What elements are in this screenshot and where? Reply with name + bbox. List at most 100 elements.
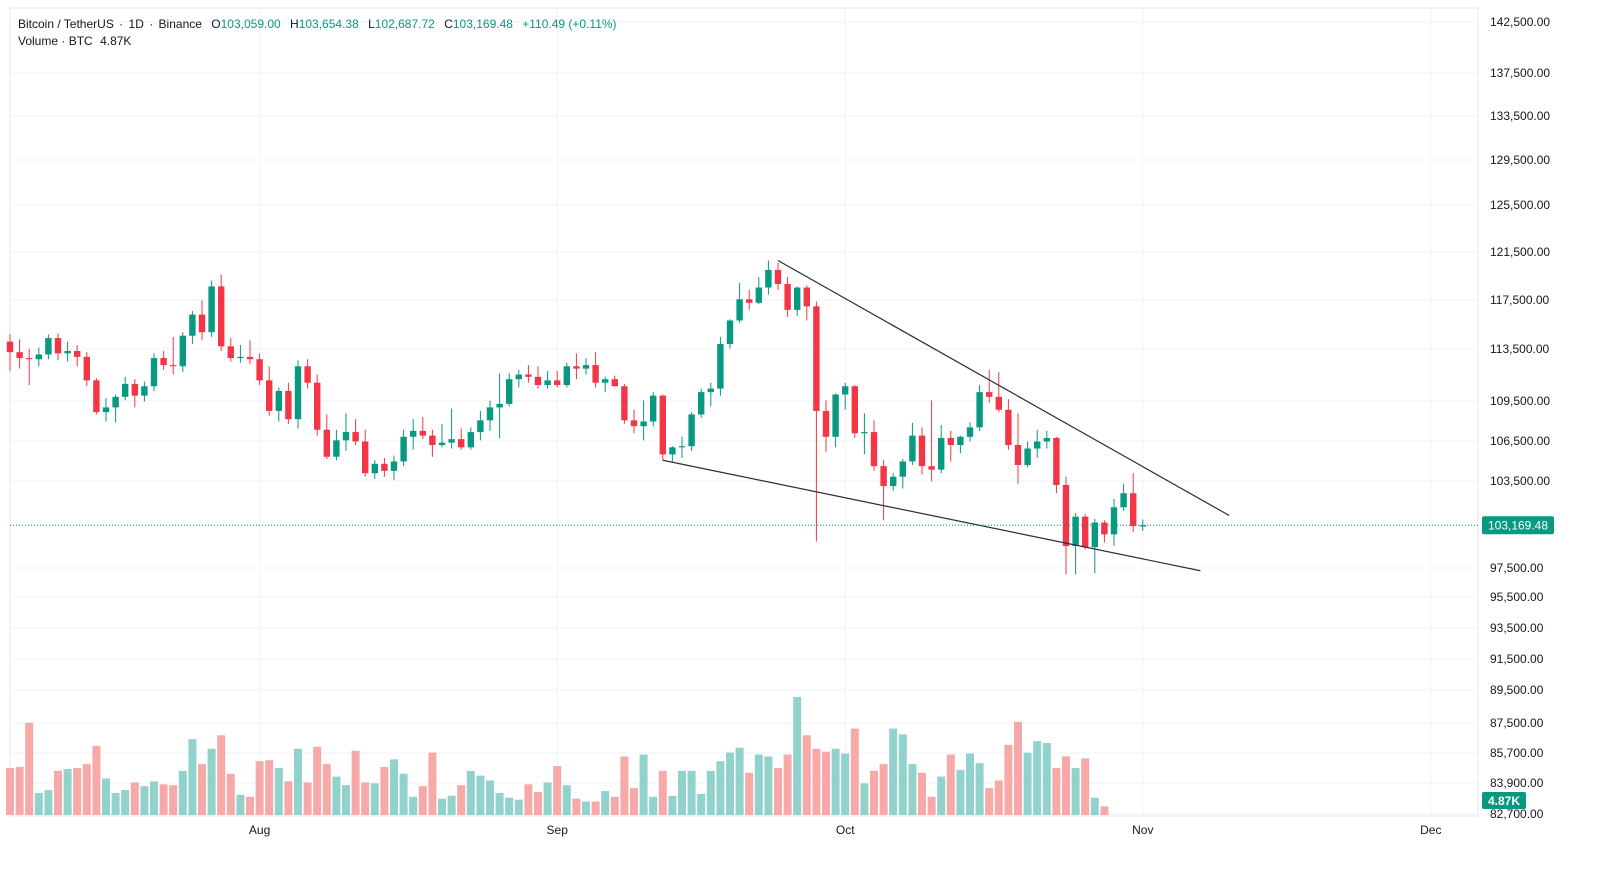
volume-bar [678,770,686,815]
candle-body [928,466,935,470]
volume-bar [812,748,821,815]
volume-bar [82,764,91,815]
volume-bar [687,770,696,815]
candle-body [179,335,186,367]
candle-body [26,358,33,360]
volume-bar [543,782,552,815]
candle-body [803,287,810,307]
volume-bar [274,767,283,815]
candle-body [64,351,71,354]
volume-bar [428,752,437,815]
candle-body [54,338,62,354]
volume-bar [207,748,216,815]
candle-body [640,421,647,427]
volume-bar [1042,743,1051,815]
legend-interval[interactable]: 1D [128,17,144,31]
volume-bar [534,791,542,815]
candle-body [1101,522,1108,535]
volume-bar [495,792,504,815]
candle-body [266,380,273,411]
volume-bar [975,763,984,815]
price-axis-label: 82,700.00 [1490,807,1544,821]
volume-bar [841,753,850,815]
volume-bar [898,734,907,815]
candle-body [861,432,868,434]
legend-symbol[interactable]: Bitcoin / TetherUS [18,17,114,31]
trendline-lower[interactable] [662,459,1201,572]
price-axis-label: 97,500.00 [1490,561,1544,575]
volume-bar [514,799,523,815]
volume-bar [178,770,187,815]
candle-body [784,284,791,310]
volume-bar [1090,797,1099,815]
candle-body [986,392,993,397]
legend-exchange: Binance [158,17,202,31]
candle-body [477,420,484,433]
trendlines[interactable] [662,260,1230,572]
trendline-upper[interactable] [777,260,1230,517]
price-axis-label: 95,500.00 [1490,590,1544,604]
volume-bar [889,728,898,815]
volume-bar [447,795,456,815]
candle-body [870,432,878,467]
volume-bar [111,792,120,815]
price-axis-label: 121,500.00 [1490,245,1550,259]
legend-volume-label[interactable]: Volume [18,34,59,48]
legend-volume-value: 4.87K [100,34,132,48]
time-axis-label: Oct [836,823,855,837]
volume-bar [562,785,571,815]
time-axis-label: Dec [1420,823,1441,837]
volume-bar [44,790,53,815]
candle-body [246,356,254,360]
price-axis-label: 89,500.00 [1490,683,1544,697]
price-axis-label: 103,500.00 [1490,474,1550,488]
price-badge[interactable] [1482,516,1554,535]
volume-bar [879,764,888,815]
price-axis-label: 117,500.00 [1490,293,1549,307]
volume-bar [1004,744,1013,815]
volume-bar [649,796,658,815]
volume-bar [370,783,379,815]
candle-body [650,395,657,422]
time-axis-label: Nov [1132,823,1153,837]
time-axis-label: Sep [547,823,569,837]
candle-body [256,359,263,381]
axes[interactable]: 142,500.00 137,500.00 133,500.00 129,500.00… [249,15,1554,837]
candle-body [688,414,695,447]
candle-body [832,394,839,437]
legend-close-value: 103,169.48 [452,17,513,31]
candle-body [909,435,916,462]
volume-bar [610,796,619,815]
legend-volume-unit: BTC [68,34,93,48]
candle-body [314,382,321,430]
price-badge-label: 103,169.48 [1488,518,1548,532]
volume-bar [985,788,994,815]
volume-bar [63,768,72,815]
volume-bar [783,754,792,815]
candle-body [1062,484,1070,547]
volume-bar [754,754,763,815]
candle-body [1043,437,1050,442]
candle-body [1024,448,1031,465]
candle-body [678,446,686,448]
volume-bar [380,767,389,815]
candle-body [602,379,609,383]
volume-bar [620,756,629,815]
candle-body [275,390,282,411]
candle-body [813,306,820,411]
volume-bar [956,769,965,815]
candle-body [16,352,23,359]
legend-high-label: H [290,17,299,31]
volume-bar [716,761,725,815]
volume-bar [591,801,600,815]
volume-bar [524,784,533,815]
candle-body [822,410,830,437]
volume-bar [802,735,811,815]
candle-body [582,365,590,369]
legend-low-value: 102,687.72 [374,17,435,31]
candle-body [554,380,561,386]
price-axis-label: 85,700.00 [1490,746,1544,760]
candle-body [726,320,734,344]
